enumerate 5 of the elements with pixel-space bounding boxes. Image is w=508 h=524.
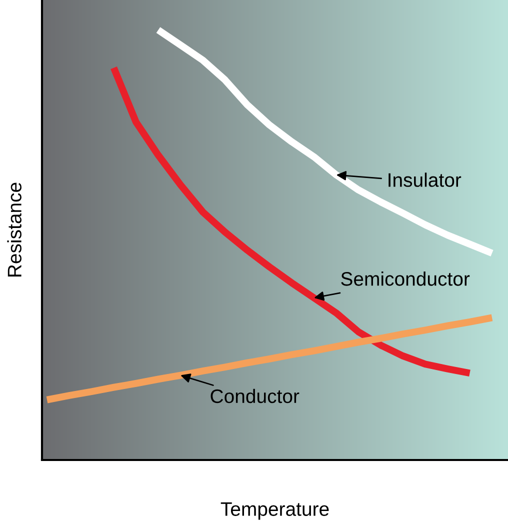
series-label: Insulator [388,172,462,187]
series-label: Conductor [210,388,300,404]
x-axis-title: Temperature [220,502,329,520]
series-label: Semiconductor [341,272,470,286]
y-axis-title: Resistance [7,182,22,276]
